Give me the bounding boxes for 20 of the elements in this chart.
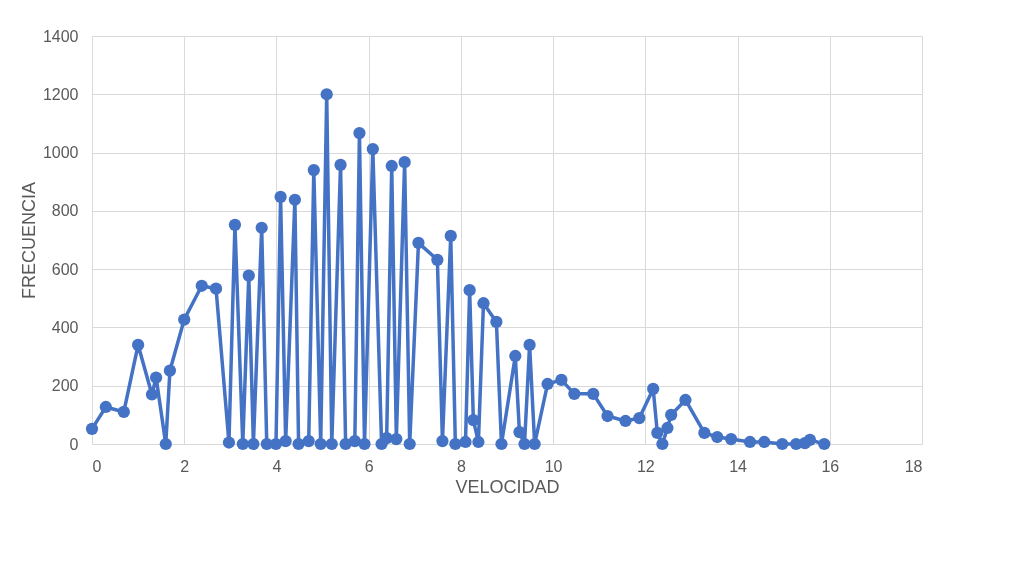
x-tick-label: 2 [180, 457, 190, 475]
y-axis-title: FRECUENCIA [18, 181, 39, 300]
x-tick-label: 12 [636, 457, 655, 475]
x-tick-label: 16 [821, 457, 840, 475]
x-axis-title: VELOCIDAD [455, 476, 560, 497]
x-tick-label: 4 [272, 457, 282, 475]
y-tick-label: 0 [69, 435, 79, 453]
x-tick-label: 18 [904, 457, 923, 475]
x-tick-label: 8 [456, 457, 466, 475]
y-tick-label: 1400 [42, 27, 79, 45]
x-tick-label: 0 [92, 457, 102, 475]
y-tick-label: 1200 [42, 85, 79, 103]
y-tick-label: 800 [51, 202, 79, 220]
y-tick-label: 400 [51, 318, 79, 336]
y-tick-label: 600 [51, 260, 79, 278]
x-tick-label: 14 [729, 457, 748, 475]
y-tick-label: 1000 [42, 144, 79, 162]
x-tick-label: 10 [544, 457, 563, 475]
x-tick-label: 6 [364, 457, 374, 475]
y-tick-label: 200 [51, 377, 79, 395]
